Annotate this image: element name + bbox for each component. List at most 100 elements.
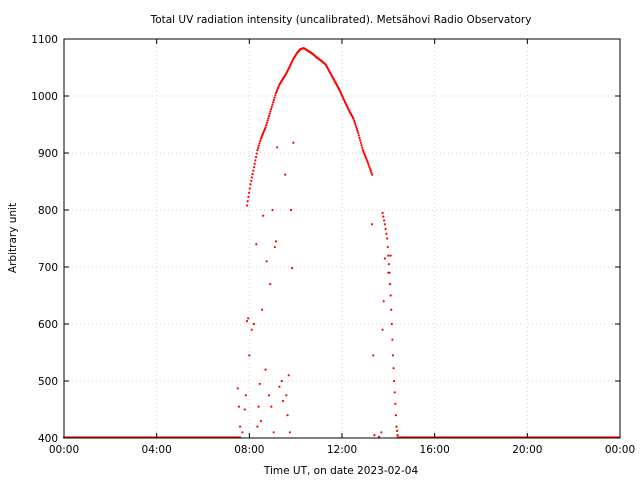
data-point — [394, 414, 397, 417]
data-point — [271, 208, 274, 212]
data-point — [284, 173, 287, 176]
data-point — [267, 117, 270, 120]
data-point — [386, 237, 389, 240]
data-point — [256, 149, 259, 152]
data-point — [237, 405, 241, 408]
x-tick-label: 20:00 — [512, 444, 542, 456]
data-point — [360, 144, 363, 147]
data-point — [396, 434, 399, 437]
data-point — [285, 394, 288, 397]
data-point — [269, 283, 272, 286]
data-point — [258, 142, 261, 145]
data-point — [377, 435, 381, 438]
x-tick-label: 08:00 — [234, 444, 264, 456]
data-point — [389, 294, 392, 297]
chart-title: Total UV radiation intensity (uncalibrat… — [150, 14, 532, 26]
y-tick-label: 700 — [38, 262, 58, 274]
data-point — [359, 141, 362, 144]
data-point — [257, 144, 260, 147]
data-point — [386, 245, 389, 249]
axis-ticks: 400 500 600 700 800 900 1000 1100 00:00 04:00 08:0… — [31, 34, 635, 456]
data-point — [369, 169, 372, 173]
data-point — [264, 368, 267, 371]
data-point — [371, 223, 374, 226]
data-point — [385, 232, 388, 235]
x-tick-label: 04:00 — [142, 444, 172, 456]
data-point — [253, 162, 256, 165]
data-point — [272, 101, 275, 104]
data-point — [250, 176, 253, 179]
data-point — [387, 271, 390, 274]
data-point — [383, 257, 386, 260]
data-point — [288, 431, 291, 434]
data-point — [281, 399, 285, 403]
data-point — [356, 129, 359, 133]
data-point — [395, 425, 398, 428]
data-point — [271, 103, 274, 106]
data-point — [289, 208, 293, 212]
data-point — [392, 367, 395, 370]
data-point — [273, 96, 276, 99]
data-point — [256, 425, 259, 428]
data-point — [259, 419, 263, 422]
data-point — [272, 431, 275, 434]
data-point — [248, 187, 251, 190]
data-point — [247, 317, 250, 320]
data-point — [274, 94, 277, 97]
data-point — [270, 108, 273, 111]
data-point — [272, 98, 275, 102]
data-point — [267, 114, 271, 118]
data-point — [381, 328, 384, 331]
data-point — [264, 126, 267, 129]
data-point — [381, 211, 384, 214]
data-point — [358, 136, 361, 140]
data-points — [62, 47, 620, 439]
data-point — [286, 414, 289, 417]
y-tick-label: 800 — [38, 205, 58, 217]
data-point — [390, 308, 393, 311]
data-point — [355, 127, 358, 131]
data-point — [389, 254, 392, 257]
x-tick-label: 00:00 — [49, 444, 79, 456]
data-point — [354, 123, 357, 127]
data-point — [238, 425, 242, 428]
data-point — [277, 85, 280, 88]
data-point — [265, 260, 268, 263]
data-point — [269, 110, 272, 113]
x-tick-label: 16:00 — [420, 444, 450, 456]
data-point — [383, 223, 386, 226]
data-point — [266, 119, 269, 122]
data-point — [353, 119, 356, 122]
data-point — [380, 431, 383, 434]
data-point — [244, 394, 247, 397]
data-point — [275, 90, 278, 93]
data-point — [252, 166, 256, 169]
plot-frame — [63, 38, 621, 439]
data-point — [280, 379, 283, 383]
x-axis-label: Time UT, on date 2023-02-04 — [263, 465, 419, 477]
data-point — [387, 254, 390, 257]
data-point — [357, 134, 360, 137]
data-point — [248, 191, 251, 194]
data-point — [276, 146, 279, 149]
data-point — [387, 263, 391, 266]
data-point — [276, 86, 280, 90]
data-point — [395, 429, 399, 432]
data-point — [274, 240, 278, 243]
y-tick-label: 400 — [38, 433, 58, 445]
data-point — [250, 328, 253, 331]
data-point — [369, 167, 372, 171]
data-point — [367, 162, 370, 165]
data-point — [394, 402, 397, 405]
x-tick-label: 00:00 — [605, 444, 635, 456]
data-point — [236, 387, 239, 390]
data-point — [353, 121, 357, 124]
x-tick-label: 12:00 — [327, 444, 357, 456]
data-point — [254, 155, 258, 159]
data-point — [390, 322, 393, 326]
data-point — [366, 160, 369, 163]
data-point — [254, 159, 257, 162]
data-point — [250, 179, 253, 183]
data-point — [260, 308, 264, 311]
